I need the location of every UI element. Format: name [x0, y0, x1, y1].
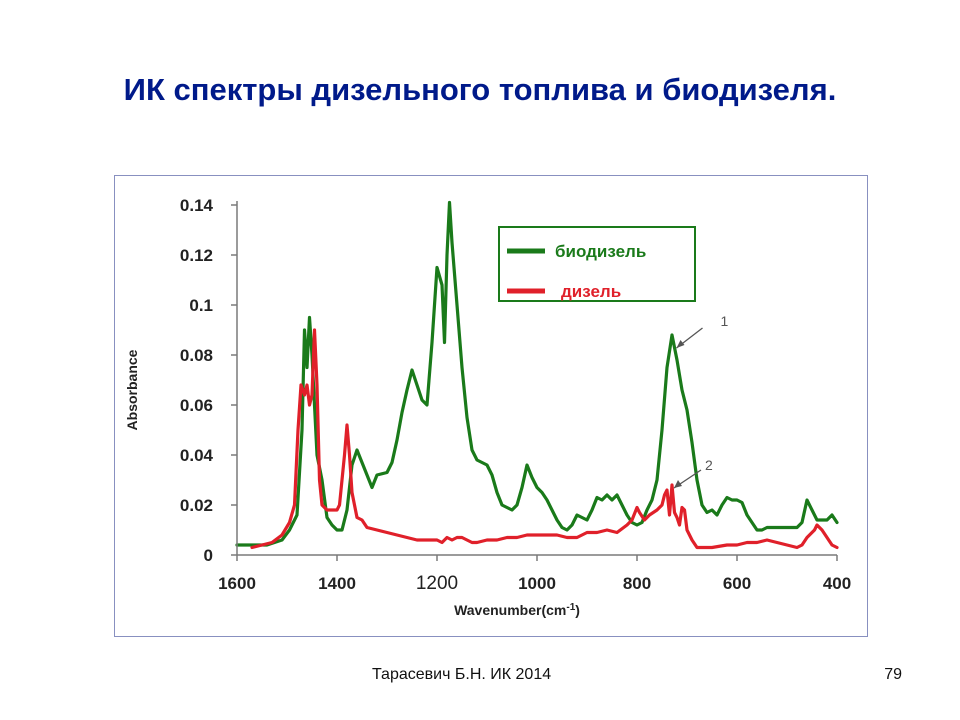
y-tick-label: 0.02 [180, 496, 213, 515]
series-line-biodiesel [235, 200, 839, 547]
x-tick-label: 400 [823, 574, 851, 593]
y-tick-label: 0 [204, 546, 213, 565]
x-tick-label: 600 [723, 574, 751, 593]
x-axis-label: Wavenumber(cm-1) [454, 602, 580, 619]
y-tick-label: 0.12 [180, 246, 213, 265]
x-tick-label: 1600 [218, 574, 256, 593]
figure-frame: 0 0.02 0.04 0.06 0.08 0.1 0.12 0.14 1600 1400 1200… [114, 175, 868, 637]
legend-label: биодизель [555, 242, 646, 261]
x-tick-label: 800 [623, 574, 651, 593]
y-axis-label: Absorbance [124, 349, 140, 430]
legend-label: дизель [561, 282, 621, 301]
slide-number: 79 [884, 666, 902, 683]
arrow-head-icon [674, 480, 682, 488]
y-tick-label: 0.1 [189, 296, 213, 315]
x-tick-label: 1200 [416, 573, 458, 594]
y-tick-label: 0.08 [180, 346, 213, 365]
series-line-diesel [250, 328, 839, 550]
y-tick-label: 0.14 [180, 196, 214, 215]
x-tick-label: 1400 [318, 574, 356, 593]
arrow-head-icon [676, 340, 685, 348]
footer-author: Тарасевич Б.Н. ИК 2014 [372, 666, 552, 683]
y-tick-label: 0.04 [180, 446, 214, 465]
annotation-label-2: 2 [705, 457, 713, 473]
y-tick-label: 0.06 [180, 396, 213, 415]
x-tick-label: 1000 [518, 574, 556, 593]
annotation-label-1: 1 [721, 313, 729, 329]
slide-title: ИК спектры дизельного топлива и биодизел… [123, 72, 837, 107]
